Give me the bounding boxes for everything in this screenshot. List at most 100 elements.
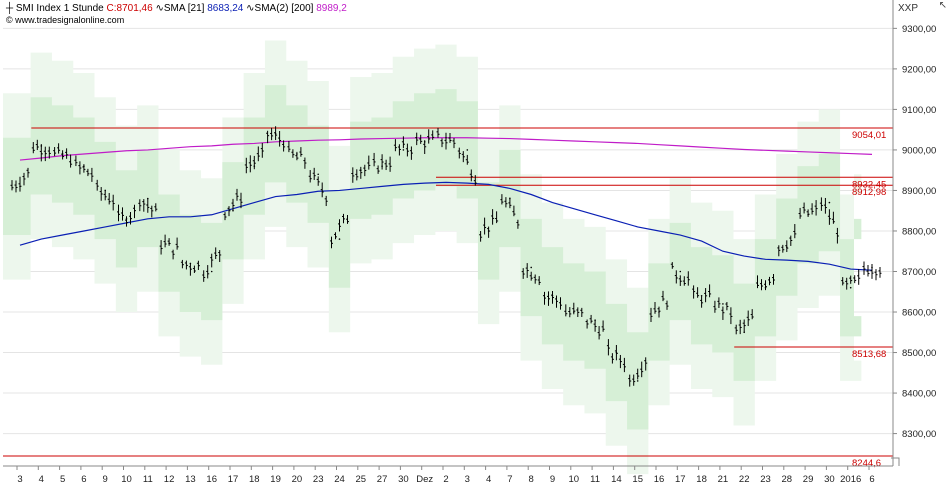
price-bar-group bbox=[862, 261, 882, 281]
x-tick-label: 4 bbox=[39, 474, 44, 485]
y-tick-label: 8600,00 bbox=[902, 308, 936, 319]
x-tick-label: 22 bbox=[739, 474, 750, 485]
price-bar-group bbox=[777, 224, 797, 257]
inner-band bbox=[3, 85, 862, 430]
price-bar-group bbox=[649, 290, 669, 323]
x-tick-label: 25 bbox=[356, 474, 367, 485]
sma200-value: 8989,2 bbox=[316, 3, 347, 14]
x-tick-label: 28 bbox=[782, 474, 793, 485]
price-point bbox=[636, 380, 639, 382]
price-point bbox=[381, 165, 383, 167]
level-label: 9054,01 bbox=[852, 130, 886, 141]
ohlc-bar-icon: ┼ bbox=[6, 3, 14, 14]
price-point bbox=[871, 266, 873, 269]
x-tick-label: 13 bbox=[185, 474, 196, 485]
axis-tag: XXP bbox=[897, 3, 918, 14]
price-bar-group bbox=[798, 200, 818, 219]
price-series bbox=[10, 126, 882, 387]
price-point bbox=[658, 311, 660, 313]
plot-frame bbox=[891, 457, 900, 466]
price-bar-group bbox=[564, 302, 584, 318]
price-bar-group bbox=[500, 194, 520, 229]
price-bar-group bbox=[479, 209, 499, 242]
price-point bbox=[615, 351, 618, 354]
x-tick-label: 30 bbox=[824, 474, 835, 485]
x-tick-label: 3 bbox=[17, 474, 22, 485]
sma21-label: SMA [21] bbox=[163, 3, 205, 14]
x-tick-label: 12 bbox=[164, 474, 175, 485]
price-bar-group bbox=[543, 291, 562, 310]
sma21-line bbox=[19, 181, 873, 271]
price-bar-group bbox=[393, 136, 413, 160]
price-bar-group bbox=[415, 129, 435, 155]
price-point bbox=[253, 165, 256, 167]
x-tick-label: 23 bbox=[313, 474, 324, 485]
price-bar-group bbox=[734, 309, 754, 335]
price-point bbox=[296, 153, 298, 155]
y-tick-label: 9300,00 bbox=[902, 24, 936, 35]
sma21-series bbox=[19, 181, 873, 271]
symbol-label: SMI Index bbox=[15, 3, 61, 14]
price-bar-group bbox=[31, 139, 51, 162]
price-bar-group bbox=[74, 155, 94, 182]
close-value: C:8701,46 bbox=[106, 3, 153, 14]
x-tick-label: 20 bbox=[292, 474, 303, 485]
price-bar-group bbox=[436, 127, 456, 150]
x-tick-label: 17 bbox=[675, 474, 686, 485]
price-point bbox=[722, 303, 724, 305]
y-tick-label: 8800,00 bbox=[902, 226, 936, 237]
price-bar-group bbox=[351, 155, 371, 183]
price-point bbox=[189, 262, 192, 265]
price-point bbox=[104, 189, 106, 192]
price-bar-group bbox=[244, 142, 264, 174]
price-bar-group bbox=[521, 263, 541, 286]
y-tick-label: 8500,00 bbox=[902, 348, 936, 359]
x-tick-label: 21 bbox=[718, 474, 729, 485]
price-point bbox=[232, 209, 234, 212]
envelope-bands bbox=[3, 40, 862, 475]
price-bar-group bbox=[756, 273, 775, 291]
price-point bbox=[487, 230, 490, 232]
x-tick-label: 19 bbox=[270, 474, 281, 485]
x-tick-label: 14 bbox=[611, 474, 622, 485]
level-label: 8912,98 bbox=[852, 187, 886, 198]
x-axis[interactable]: 3 4 5 6 9 10 11 12 13 16 17 18 19 20 23 24 25 27 30 Dez 2 3 4 7… bbox=[3, 465, 893, 485]
sma200-label: SMA(2) [200] bbox=[254, 3, 314, 14]
price-bar-group bbox=[606, 339, 626, 373]
level-label: 8513,68 bbox=[852, 349, 886, 360]
x-tick-label: 2016 bbox=[840, 474, 861, 485]
x-tick-label: 24 bbox=[334, 474, 345, 485]
x-tick-label: 2 bbox=[443, 474, 448, 485]
corner-icon[interactable]: ↖ bbox=[938, 0, 947, 11]
x-tick-label: 11 bbox=[590, 474, 600, 485]
x-tick-label: 10 bbox=[569, 474, 580, 485]
price-point bbox=[125, 218, 128, 220]
y-axis[interactable]: 9300,00 9200,00 9100,00 9000,00 8900,00 8800,… bbox=[892, 0, 936, 466]
price-point bbox=[317, 173, 320, 176]
price-point bbox=[828, 201, 831, 204]
price-bar-group bbox=[180, 259, 200, 276]
price-bar-group bbox=[713, 297, 733, 325]
y-tick-label: 8900,00 bbox=[902, 186, 936, 197]
price-point bbox=[509, 197, 511, 200]
price-point bbox=[40, 145, 43, 147]
x-tick-label: 18 bbox=[696, 474, 707, 485]
level-label: 8244,6 bbox=[852, 458, 881, 469]
price-point bbox=[274, 132, 277, 135]
x-tick-label: 9 bbox=[550, 474, 555, 485]
wave-line-icon: ∿ bbox=[246, 3, 255, 14]
price-point bbox=[147, 197, 149, 200]
price-point bbox=[402, 149, 405, 151]
price-point bbox=[743, 331, 745, 334]
interval-label: 1 Stunde bbox=[63, 3, 104, 14]
price-point bbox=[466, 149, 469, 151]
price-point bbox=[168, 242, 170, 244]
price-bar-group bbox=[138, 197, 158, 218]
price-bar-group bbox=[266, 126, 286, 152]
x-tick-label: 15 bbox=[632, 474, 643, 485]
x-tick-label: 10 bbox=[121, 474, 132, 485]
x-tick-label: 9 bbox=[103, 474, 108, 485]
price-bar-group bbox=[670, 262, 690, 286]
